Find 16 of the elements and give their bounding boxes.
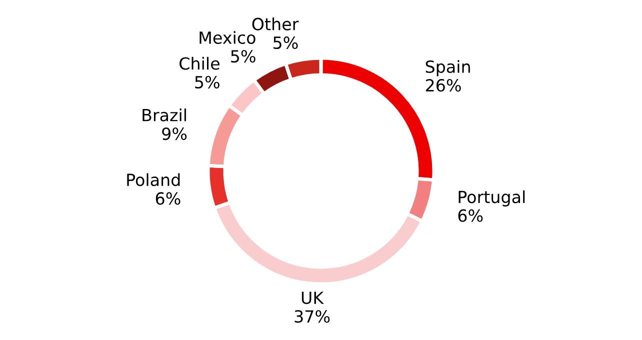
data-label: 5% xyxy=(195,76,220,88)
slice-label: Brazil xyxy=(142,108,186,122)
slice-label: UK xyxy=(302,292,324,304)
data-label: 26% xyxy=(426,79,461,92)
slice-label: Portugal xyxy=(458,190,525,206)
data-label: 5% xyxy=(274,36,298,50)
slice-label: Spain xyxy=(426,60,470,76)
slice-label: Chile xyxy=(180,56,220,70)
data-label: 6% xyxy=(156,192,180,205)
slice-label: Mexico xyxy=(200,31,256,44)
data-label: 37% xyxy=(294,310,330,323)
slice-label: Poland xyxy=(127,173,180,186)
slice-label: Other xyxy=(252,17,299,30)
data-label: 9% xyxy=(162,127,187,140)
data-label: 6% xyxy=(458,209,483,222)
data-label: 5% xyxy=(231,50,256,63)
